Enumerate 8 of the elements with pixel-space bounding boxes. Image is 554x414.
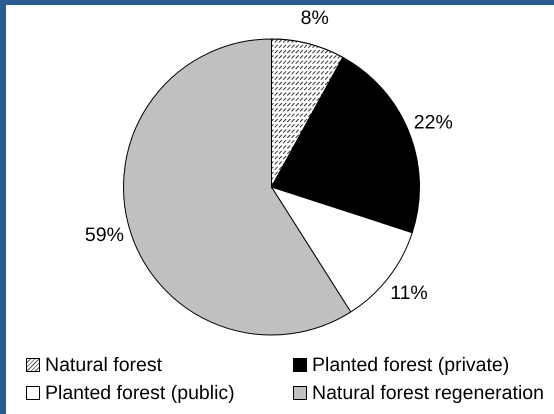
data-label: 8%	[300, 6, 329, 29]
data-label: 11%	[390, 282, 428, 304]
data-label: 22%	[414, 111, 453, 134]
legend-label: Natural forest	[45, 354, 162, 376]
data-label: 59%	[84, 224, 124, 246]
legend-label: Planted forest (public)	[45, 382, 235, 404]
legend-label: Planted forest (private)	[312, 354, 510, 376]
legend-label: Natural forest regeneration	[312, 382, 544, 404]
